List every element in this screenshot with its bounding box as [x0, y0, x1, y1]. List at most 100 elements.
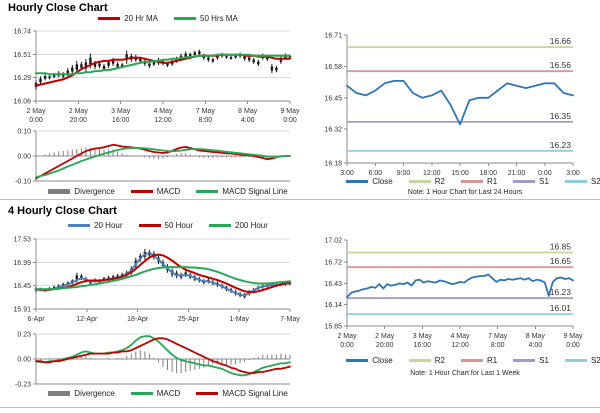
legend-swatch	[68, 224, 91, 227]
legend-item-20-hour: 20 Hour	[68, 221, 123, 230]
y-tick-label: 16.58	[324, 64, 342, 71]
y-tick-label: 0.00	[17, 154, 31, 161]
y-tick-label: 16.99	[13, 260, 31, 267]
x-tick-label: 6-Apr	[27, 316, 45, 323]
legend-label: Close	[372, 356, 393, 365]
legend-label: MACD	[156, 389, 181, 398]
legend-swatch	[48, 189, 71, 194]
legend-label: 50 Hrs MA	[200, 14, 238, 23]
pivot-label-s2: 16.23	[550, 140, 572, 150]
y-tick-label: 0.00	[17, 357, 31, 364]
series-20-hour	[35, 252, 291, 297]
y-tick-label: 16.45	[13, 283, 31, 290]
x-tick-label: 16:00	[414, 342, 432, 349]
x-tick-label: 1-May	[229, 316, 249, 323]
legend-label: 50 Hour	[164, 221, 193, 230]
weekly-pivot-line-chart: 17.02 16.72 16.43 16.14 15.85 2 May 0:00 2 May 2…	[324, 238, 583, 350]
x-tick-label: 2 May	[26, 108, 46, 115]
y-tick-label: 16.29	[13, 75, 31, 82]
legend-label: R1	[486, 177, 498, 186]
x-tick-label: 18-Apr	[127, 316, 149, 323]
x-tick-label: 8:00	[198, 117, 212, 124]
hourly-close-panel: Hourly Close Chart 20 Hr MA 50 Hrs MA 16.…	[0, 0, 300, 200]
y-tick-label: 17.53	[13, 237, 31, 244]
four-hourly-ma-legend: 20 Hour 50 Hour 200 Hour	[0, 221, 300, 230]
legend-label: 200 Hour	[235, 221, 268, 230]
x-tick-label: 6:00	[368, 170, 382, 176]
x-tick-label: 3:00	[340, 170, 354, 176]
legend-label: R1	[486, 356, 498, 365]
legend-swatch	[196, 190, 219, 193]
legend-swatch	[564, 359, 587, 362]
four-hourly-close-panel: 4 Hourly Close Chart 20 Hour 50 Hour 200 H…	[0, 200, 300, 413]
x-tick-label: 2 May	[375, 333, 395, 340]
legend-swatch	[408, 180, 431, 183]
x-tick-label: 20:00	[70, 117, 88, 124]
legend-label: S2	[590, 177, 600, 186]
x-tick-label: 0:00	[340, 342, 354, 349]
legend-label: S2	[590, 356, 600, 365]
x-tick-label: 4:00	[241, 117, 255, 124]
hourly-close-chart: 16.74 16.51 16.29 16.06 2 May 0:00 2 May 20:00 3…	[13, 29, 300, 125]
pivot-label-r1: 16.56	[550, 60, 572, 70]
x-tick-label: 8 May	[238, 108, 258, 115]
x-tick-label: 2 May	[69, 108, 89, 115]
legend-item-divergence: Divergence	[48, 187, 115, 196]
x-tick-label: 0:00	[283, 117, 297, 124]
y-tick-label: 15.85	[324, 324, 342, 331]
hourly-macd-legend: Divergence MACD MACD Signal Line	[0, 187, 300, 196]
x-tick-label: 0:00	[538, 170, 552, 176]
x-tick-label: 3:00	[566, 170, 580, 176]
series-close	[346, 80, 574, 126]
y-tick-label: 16.72	[324, 260, 342, 267]
legend-swatch	[130, 392, 153, 395]
legend-swatch	[48, 391, 71, 396]
section-divider-2	[0, 407, 600, 408]
y-tick-label: 15.91	[13, 307, 31, 314]
series-50-hour	[35, 253, 291, 294]
legend-swatch	[408, 359, 431, 362]
page-title: Hourly Close Chart	[8, 2, 108, 14]
legend-item-s1: S1	[513, 356, 549, 365]
pivot-label-s2: 16.01	[550, 303, 572, 313]
y-tick-label: -0.10	[15, 179, 31, 186]
page-title-2: 4 Hourly Close Chart	[8, 205, 117, 217]
legend-item-r1: R1	[460, 177, 498, 186]
legend-label: MACD	[156, 187, 181, 196]
hourly-ma-legend: 20 Hr MA 50 Hrs MA	[0, 14, 300, 23]
legend-item-close: Close	[346, 177, 393, 186]
y-tick-label: 0.10	[17, 129, 31, 136]
hourly-macd-chart: 0.10 0.00 -0.10	[15, 129, 291, 186]
x-tick-label: 7 May	[488, 333, 508, 340]
x-tick-label: 0:00	[29, 117, 43, 124]
legend-item-r2: R2	[408, 356, 445, 365]
y-tick-label: -0.23	[15, 382, 31, 389]
x-tick-label: 12:00	[451, 342, 469, 349]
y-tick-label: 16.32	[324, 127, 342, 134]
legend-item-s1: S1	[513, 177, 549, 186]
series-50-hrs-ma	[35, 53, 291, 76]
x-tick-label: 25-Apr	[178, 316, 200, 323]
series-macd	[35, 143, 291, 180]
legend-label: Divergence	[74, 187, 115, 196]
legend-swatch	[138, 224, 161, 227]
x-tick-label: 12:00	[423, 170, 441, 176]
legend-item-50-hrs-ma: 50 Hrs MA	[174, 14, 238, 23]
legend-swatch	[209, 224, 231, 227]
y-tick-label: 16.45	[324, 95, 342, 102]
legend-item-s2: S2	[564, 177, 600, 186]
pivot-label-r2: 16.66	[550, 36, 572, 46]
legend-item-r2: R2	[408, 177, 445, 186]
x-tick-label: 9 May	[280, 108, 300, 115]
legend-swatch	[346, 359, 369, 362]
hourly-pivot-legend: Close R2 R1 S1 S2	[300, 177, 600, 186]
x-tick-label: 21:00	[508, 170, 526, 176]
series-close	[346, 273, 574, 299]
legend-label: R2	[434, 356, 445, 365]
legend-item-200-hour: 200 Hour	[209, 221, 268, 230]
series-macd-signal-line	[35, 337, 291, 374]
x-tick-label: 9:00	[397, 170, 411, 176]
x-tick-label: 4 May	[450, 333, 470, 340]
x-tick-label: 15:00	[451, 170, 469, 176]
